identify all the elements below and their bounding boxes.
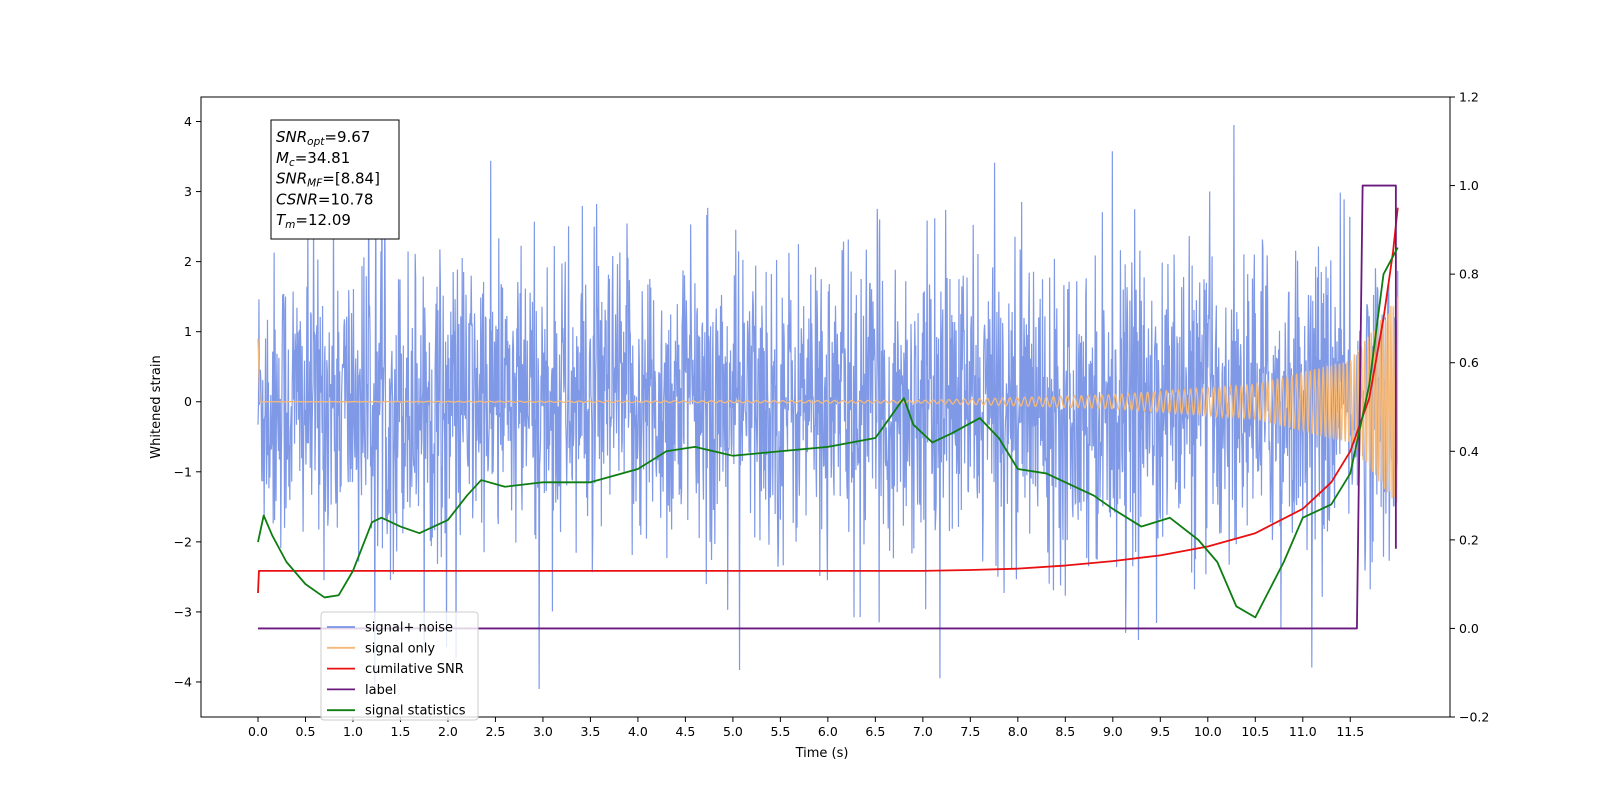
- series-signal-noise: [257, 125, 1399, 689]
- x-tick-label: 8.5: [1055, 724, 1075, 739]
- x-tick-label: 3.0: [533, 724, 553, 739]
- x-tick-label: 6.0: [818, 724, 838, 739]
- annotation-subscript: opt: [307, 136, 325, 148]
- y-tick-label-right: 0.2: [1459, 532, 1479, 547]
- annotation-line: Mc=34.81: [276, 149, 350, 169]
- y-tick-label-left: 2: [184, 254, 192, 269]
- line-label: [257, 184, 1397, 630]
- line-cumulative-snr: [257, 207, 1399, 594]
- y-tick-label-left: 3: [184, 184, 192, 199]
- x-tick-label: 7.5: [960, 724, 980, 739]
- x-tick-label: 4.5: [675, 724, 695, 739]
- y-tick-label-left: 0: [184, 394, 192, 409]
- x-tick-label: 1.0: [343, 724, 363, 739]
- y-tick-label-left: −4: [174, 674, 192, 689]
- y-tick-label-left: 4: [184, 114, 192, 129]
- x-tick-label: 9.5: [1150, 724, 1170, 739]
- x-tick-label: 0.0: [248, 724, 268, 739]
- line-signal-noise: [257, 125, 1399, 689]
- x-tick-label: 7.0: [913, 724, 933, 739]
- y-tick-label-right: 1.0: [1459, 178, 1479, 193]
- legend-label: cumilative SNR: [365, 662, 464, 677]
- legend-label: signal statistics: [365, 704, 466, 719]
- annotation-symbol: SNR: [276, 170, 307, 188]
- annotation-frame: [270, 119, 400, 240]
- y-tick-label-left: 1: [184, 324, 192, 339]
- plot-frame: [200, 96, 1451, 718]
- annotation-symbol: T: [276, 211, 287, 229]
- series-signal-only: [257, 296, 1399, 503]
- annotation-subscript: m: [285, 219, 295, 231]
- y-tick-label-right: 0.0: [1459, 621, 1479, 636]
- annotation-box: SNRopt=9.67Mc=34.81SNRMF=[8.84]CSNR=10.7…: [270, 119, 400, 240]
- annotation-value: =34.81: [295, 149, 351, 167]
- series-signal-statistics: [257, 247, 1399, 619]
- plot-area: [257, 125, 1399, 689]
- x-tick-label: 5.0: [723, 724, 743, 739]
- legend-label: signal+ noise: [365, 621, 453, 636]
- x-tick-label: 10.5: [1241, 724, 1269, 739]
- x-tick-label: 8.0: [1008, 724, 1028, 739]
- annotation-subscript: MF: [307, 178, 323, 190]
- y-tick-label-left: −3: [174, 604, 192, 619]
- annotation-symbol: M: [276, 149, 289, 167]
- x-tick-label: 5.5: [770, 724, 790, 739]
- y-tick-label-right: 0.8: [1459, 267, 1479, 282]
- line-signal-only: [257, 296, 1399, 503]
- x-tick-label: 0.5: [296, 724, 316, 739]
- annotation-line: Tm=12.09: [276, 211, 351, 231]
- line-signal-statistics: [257, 247, 1399, 619]
- annotation-symbol: SNR: [276, 128, 307, 146]
- x-tick-label: 2.0: [438, 724, 458, 739]
- annotation-line: SNRMF=[8.84]: [276, 170, 380, 190]
- annotation-value: =9.67: [324, 128, 370, 146]
- x-tick-label: 4.0: [628, 724, 648, 739]
- x-tick-label: 3.5: [580, 724, 600, 739]
- y-axis-label: Whitened strain: [149, 355, 164, 458]
- legend-frame: [320, 611, 479, 721]
- annotation-symbol: CSNR: [276, 190, 318, 208]
- x-tick-label: 10.0: [1194, 724, 1222, 739]
- annotation-subscript: c: [289, 157, 295, 169]
- y-tick-label-right: 0.6: [1459, 355, 1479, 370]
- y-axis-right: −0.2 0.0 0.2 0.4 0.6 0.8 1.0 1.2: [1450, 90, 1489, 725]
- x-axis-label: Time (s): [795, 746, 849, 761]
- annotation-value: =12.09: [295, 211, 351, 229]
- y-tick-label-left: −1: [174, 464, 192, 479]
- y-tick-label-right: −0.2: [1459, 710, 1489, 725]
- series-cumulative-snr: [257, 207, 1399, 594]
- x-tick-label: 9.0: [1103, 724, 1123, 739]
- annotation-value: =[8.84]: [322, 170, 380, 188]
- series-label: [257, 184, 1397, 630]
- annotation-value: =10.78: [318, 190, 374, 208]
- y-tick-label-right: 0.4: [1459, 444, 1479, 459]
- legend: signal+ noise signal only cumilative SNR la…: [320, 611, 479, 721]
- legend-label: signal only: [365, 641, 435, 656]
- x-tick-label: 2.5: [485, 724, 505, 739]
- x-axis: 0.0 0.5 1.0 1.5 2.0 2.5 3.0 3.5 4.0 4.5 5.0 5.5 6.0 6…: [248, 717, 1364, 739]
- annotation-line: SNRopt=9.67: [276, 128, 370, 148]
- x-tick-label: 11.5: [1336, 724, 1364, 739]
- y-axis-left: −4 −3 −2 −1 0 1 2 3 4: [174, 114, 201, 689]
- legend-label: label: [365, 683, 396, 698]
- annotation-line: CSNR=10.78: [276, 190, 373, 208]
- x-tick-label: 6.5: [865, 724, 885, 739]
- y-tick-label-left: −2: [174, 534, 192, 549]
- x-tick-label: 11.0: [1289, 724, 1317, 739]
- x-tick-label: 1.5: [391, 724, 411, 739]
- y-tick-label-right: 1.2: [1459, 90, 1479, 105]
